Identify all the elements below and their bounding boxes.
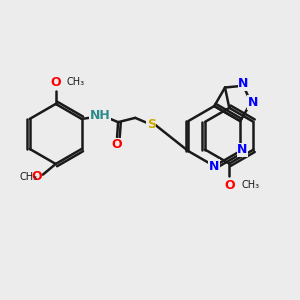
Text: O: O xyxy=(31,170,42,183)
Text: N: N xyxy=(238,77,248,90)
Text: S: S xyxy=(147,118,156,131)
Text: N: N xyxy=(237,143,248,157)
Text: NH: NH xyxy=(89,109,110,122)
Text: O: O xyxy=(112,138,122,151)
Text: CH₃: CH₃ xyxy=(241,180,259,190)
Text: N: N xyxy=(209,160,220,172)
Text: O: O xyxy=(50,76,61,89)
Text: CH₃: CH₃ xyxy=(19,172,38,182)
Text: N: N xyxy=(248,96,258,109)
Text: O: O xyxy=(224,178,235,191)
Text: CH₃: CH₃ xyxy=(66,77,85,88)
